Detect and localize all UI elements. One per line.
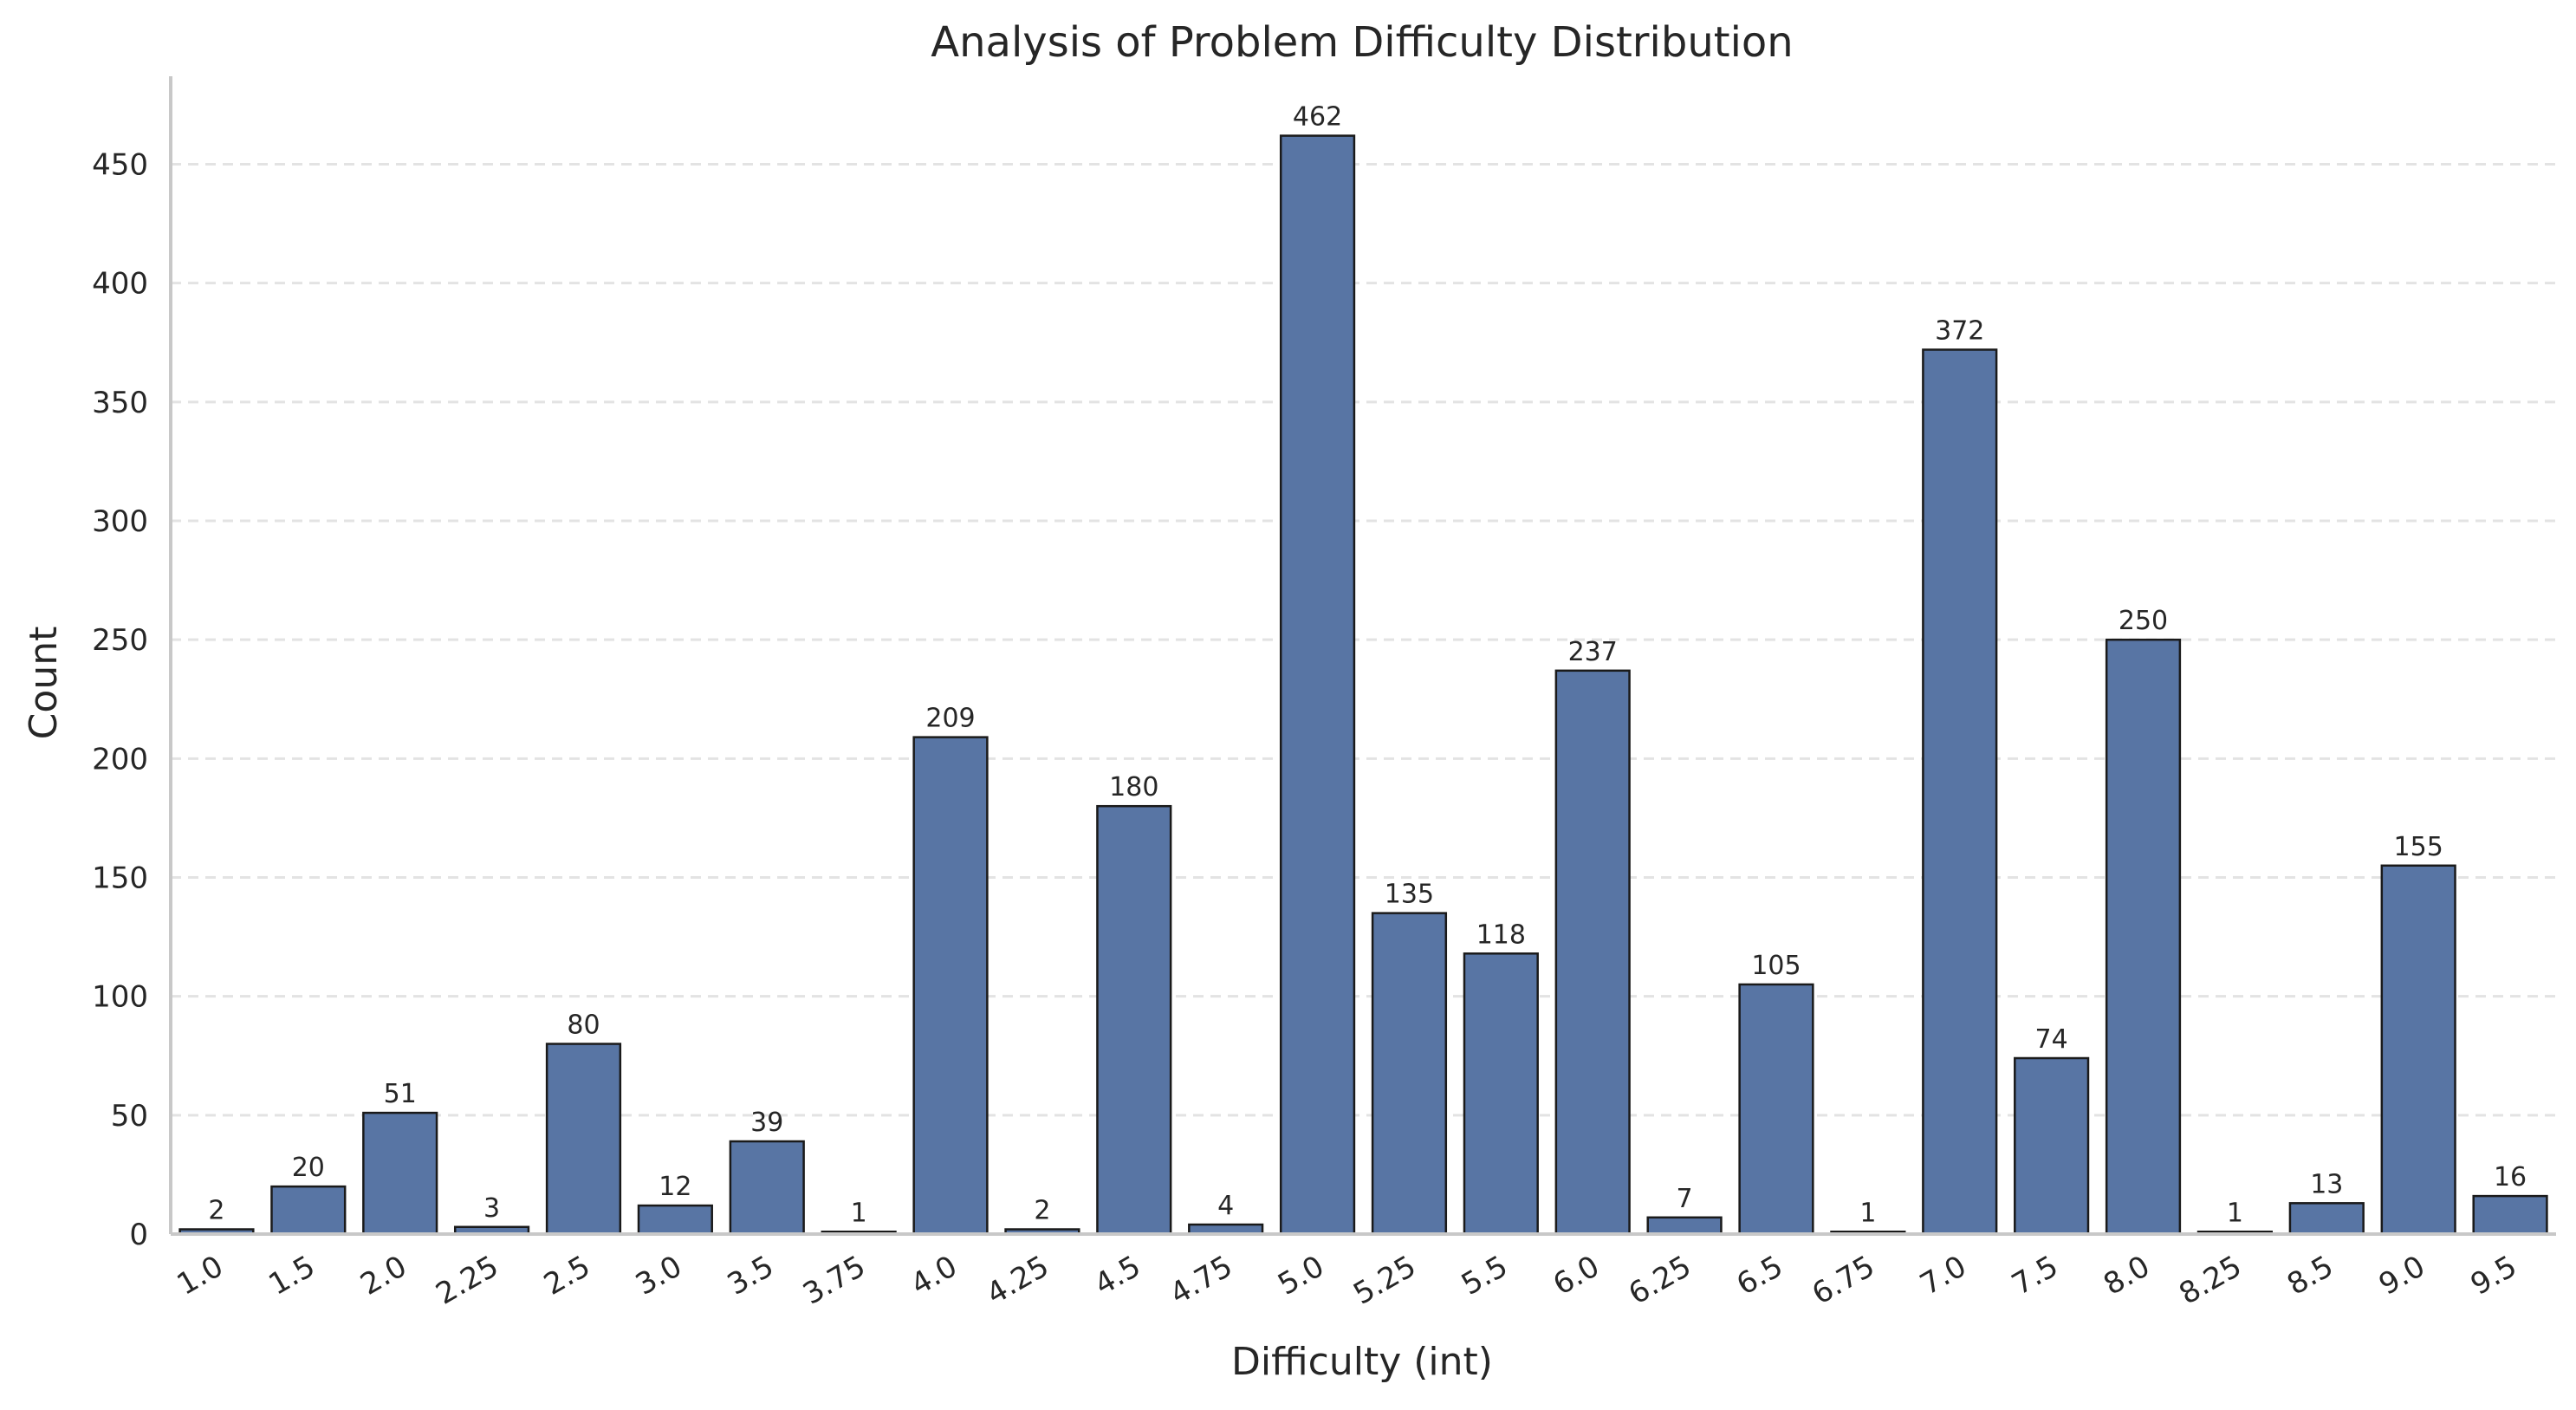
- x-tick-label: 6.25: [1623, 1249, 1697, 1311]
- bar: [1371, 912, 1448, 1236]
- bar: [1922, 348, 1998, 1236]
- x-tick-label: 6.5: [1731, 1249, 1789, 1303]
- bar-value-label: 135: [1385, 880, 1434, 910]
- bar-value-label: 80: [567, 1010, 600, 1041]
- bar: [545, 1043, 622, 1236]
- y-tick-label: 0: [129, 1218, 148, 1252]
- bar-value-label: 74: [2035, 1024, 2068, 1055]
- x-axis-label: Difficulty (int): [1231, 1340, 1493, 1384]
- bar-value-label: 1: [1859, 1198, 1876, 1228]
- x-tick-label: 5.0: [1272, 1249, 1330, 1303]
- bar-value-label: 7: [1677, 1184, 1693, 1214]
- x-tick-label: 8.25: [2173, 1249, 2248, 1311]
- bar-value-label: 13: [2310, 1169, 2343, 1199]
- x-tick-label: 9.0: [2373, 1249, 2431, 1303]
- bars: [178, 134, 2548, 1236]
- gridlines: [171, 163, 2556, 1117]
- x-tick-label: 1.0: [172, 1249, 230, 1303]
- x-tick-label: 8.0: [2098, 1249, 2156, 1303]
- bar-value-label: 3: [483, 1193, 500, 1224]
- y-tick-label: 450: [92, 148, 148, 183]
- y-tick-label: 150: [92, 861, 148, 896]
- x-tick-label: 4.0: [905, 1249, 964, 1303]
- x-tick-label: 4.5: [1088, 1249, 1146, 1303]
- x-ticks: 1.0 1.5 2.0 2.25 2.5 3.0 3.5 3.75 4.0 4.25 4.5 4.75…: [172, 1249, 2523, 1311]
- x-tick-label: 8.5: [2281, 1249, 2339, 1303]
- bar: [1463, 952, 1539, 1236]
- bar-value-label: 20: [292, 1153, 325, 1183]
- y-tick-label: 350: [92, 386, 148, 420]
- bar: [1554, 669, 1631, 1236]
- bar-value-label: 105: [1751, 951, 1801, 981]
- x-tick-label: 5.25: [1347, 1249, 1422, 1311]
- chart-title: Analysis of Problem Difficulty Distribut…: [931, 18, 1793, 67]
- bar: [1279, 134, 1356, 1236]
- bar-value-label: 12: [659, 1172, 691, 1202]
- x-tick-label: 6.75: [1807, 1249, 1881, 1311]
- bar-value-label: 2: [208, 1196, 224, 1226]
- bar-value-label: 250: [2119, 606, 2168, 636]
- x-tick-label: 7.5: [2006, 1249, 2064, 1303]
- x-tick-label: 5.5: [1456, 1249, 1514, 1303]
- data-labels: 2205138012391209218044621351182377105137…: [208, 102, 2527, 1229]
- bar: [2472, 1194, 2548, 1236]
- bar: [2105, 638, 2182, 1236]
- bar: [1738, 983, 1814, 1236]
- x-tick-label: 6.0: [1548, 1249, 1606, 1303]
- y-axis-label: Count: [22, 627, 66, 740]
- y-ticks: 0 50 100 150 200 250 300 350 400 450: [92, 148, 148, 1252]
- bar: [912, 736, 989, 1236]
- x-tick-label: 1.5: [263, 1249, 321, 1303]
- y-tick-label: 250: [92, 623, 148, 658]
- bar-value-label: 209: [925, 704, 975, 734]
- bar: [270, 1185, 347, 1236]
- x-tick-label: 4.75: [1165, 1249, 1239, 1311]
- bar-value-label: 155: [2394, 832, 2443, 862]
- bar-value-label: 118: [1476, 919, 1526, 950]
- x-tick-label: 2.25: [431, 1249, 505, 1311]
- bar-value-label: 372: [1935, 315, 1984, 346]
- bar: [1096, 804, 1172, 1236]
- x-tick-label: 3.0: [630, 1249, 688, 1303]
- bar: [362, 1111, 438, 1236]
- bar: [2014, 1056, 2090, 1236]
- x-tick-label: 2.5: [538, 1249, 596, 1303]
- bar: [729, 1140, 805, 1236]
- bar-value-label: 39: [750, 1108, 783, 1138]
- bar-value-label: 462: [1293, 102, 1342, 133]
- bar-value-label: 1: [2227, 1198, 2243, 1228]
- bar-value-label: 16: [2494, 1162, 2527, 1192]
- y-tick-label: 100: [92, 980, 148, 1015]
- bar: [1646, 1216, 1723, 1236]
- axes: [169, 76, 2556, 1236]
- x-tick-label: 9.5: [2465, 1249, 2523, 1303]
- y-tick-label: 300: [92, 504, 148, 539]
- y-tick-label: 50: [111, 1099, 148, 1134]
- y-tick-label: 400: [92, 267, 148, 302]
- y-tick-label: 200: [92, 742, 148, 776]
- bar-value-label: 237: [1568, 637, 1618, 667]
- bar-value-label: 2: [1034, 1196, 1050, 1226]
- x-tick-label: 2.0: [354, 1249, 412, 1303]
- bar: [2288, 1202, 2365, 1236]
- bar: [2380, 864, 2456, 1236]
- x-tick-label: 7.0: [1914, 1249, 1972, 1303]
- bar-value-label: 180: [1109, 772, 1158, 802]
- x-tick-label: 3.75: [797, 1249, 872, 1311]
- bar: [637, 1204, 713, 1236]
- x-tick-label: 3.5: [722, 1249, 780, 1303]
- bar-value-label: 4: [1217, 1191, 1234, 1221]
- x-tick-label: 4.25: [981, 1249, 1055, 1311]
- bar-value-label: 51: [384, 1079, 417, 1109]
- bar-value-label: 1: [851, 1198, 867, 1228]
